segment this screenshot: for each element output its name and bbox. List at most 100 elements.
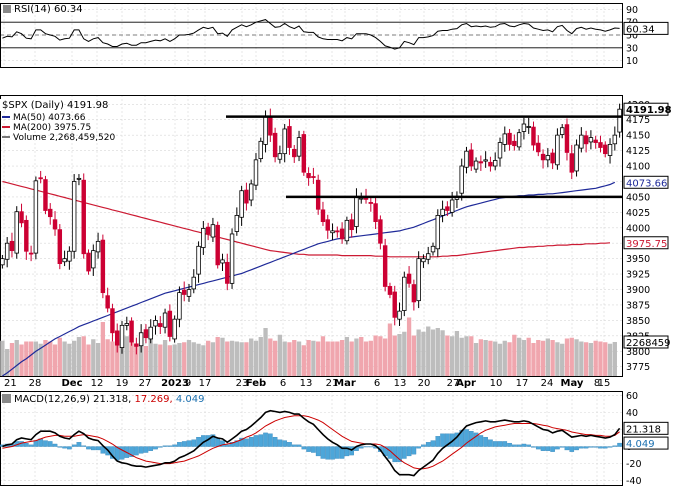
candle-body — [512, 140, 517, 147]
macd-histogram-bar — [406, 446, 412, 457]
volume-bar — [426, 326, 431, 376]
candle-body — [607, 144, 613, 156]
candle-body — [124, 323, 130, 326]
macd-histogram-bar — [52, 443, 58, 447]
volume-bar — [38, 343, 43, 376]
candle-body — [359, 197, 364, 200]
macd-hist-tag-box — [623, 436, 669, 450]
candle-body — [320, 209, 326, 223]
macd-histogram-bar — [268, 433, 273, 447]
candle-body — [287, 126, 292, 148]
macd-histogram-bar — [421, 444, 426, 447]
candle-body — [296, 137, 302, 157]
price-tick-label: 4150 — [626, 131, 650, 142]
candle-body — [559, 127, 565, 135]
candle-body — [248, 183, 254, 201]
macd-histogram-bar — [263, 432, 268, 447]
date-tick-label: 20 — [418, 378, 431, 389]
candle-body — [349, 219, 354, 231]
candle-body — [71, 181, 77, 252]
volume-bar — [383, 338, 388, 376]
last-price-tag: 4191.98 — [626, 105, 672, 116]
date-tick-label: 6 — [374, 378, 380, 389]
volume-bar — [493, 341, 498, 376]
candle-body — [253, 159, 259, 186]
macd-histogram-bar — [335, 446, 340, 459]
volume-bar — [445, 335, 450, 376]
volume-bar — [62, 341, 67, 376]
macd-histogram-bar — [468, 431, 474, 447]
date-tick-label: 9 — [185, 378, 191, 389]
date-tick-label: 28 — [29, 378, 42, 389]
date-tick-label: 10 — [490, 378, 503, 389]
candle-body — [272, 132, 278, 158]
volume-bar — [569, 337, 574, 376]
candle-body — [373, 203, 378, 223]
candle-body — [263, 116, 268, 145]
candle-body — [387, 286, 393, 295]
rsi-tick-label: 30 — [626, 43, 638, 54]
candle-body — [497, 142, 503, 159]
macd-histogram-bar — [540, 446, 546, 451]
price-legend-entry: Volume 2,268,459,520 — [13, 133, 115, 143]
macd-histogram-bar — [229, 442, 235, 447]
macd-histogram-bar — [555, 446, 560, 450]
candle-body — [526, 126, 531, 128]
rsi-legend-swatch — [3, 5, 11, 13]
volume-bar — [612, 341, 617, 376]
macd-histogram-bar — [138, 446, 144, 454]
volume-bar — [488, 340, 493, 376]
volume-bar — [263, 328, 268, 376]
macd-histogram-bar — [162, 445, 168, 447]
ma200-tag: 3975.75 — [626, 239, 667, 250]
candle-body — [244, 189, 249, 204]
volume-bar — [201, 345, 206, 376]
candle-body — [335, 230, 340, 233]
macd-histogram-bar — [134, 446, 139, 456]
volume-bar — [100, 322, 106, 376]
volume-bar — [138, 340, 144, 376]
volume-bar — [205, 340, 211, 376]
date-tick-label: Apr — [456, 378, 476, 389]
volume-bar — [536, 340, 541, 376]
candle-body — [229, 233, 235, 284]
date-tick-label: Dec — [61, 378, 82, 389]
candle-body — [239, 190, 244, 218]
macd-histogram-bar — [478, 435, 484, 447]
candle-body — [0, 258, 5, 266]
candle-body — [57, 229, 63, 264]
candle-body — [583, 135, 589, 145]
candle-body — [148, 326, 153, 340]
candle-body — [382, 245, 388, 287]
candle-body — [440, 208, 445, 216]
candle-body — [67, 250, 72, 262]
volume-bar — [579, 341, 584, 376]
macd-histogram-bar — [33, 440, 39, 447]
volume-bar — [540, 340, 546, 376]
volume-bar — [349, 341, 354, 376]
candle-body — [397, 310, 402, 320]
macd-histogram-bar — [435, 436, 441, 447]
macd-histogram-bar — [507, 442, 512, 447]
macd-histogram-bar — [153, 446, 158, 450]
candle-body — [402, 276, 407, 311]
macd-histogram-bar — [516, 444, 522, 447]
date-tick-label: 12 — [91, 378, 104, 389]
price-tick-label: 4025 — [626, 208, 650, 219]
macd-histogram-bar — [602, 446, 608, 449]
volume-bar — [387, 323, 393, 376]
candle-body — [564, 124, 570, 153]
volume-bar — [316, 341, 321, 376]
date-tick-label: 13 — [394, 378, 407, 389]
macd-histogram-bar — [177, 442, 182, 447]
price-tick-label: 4100 — [626, 162, 650, 173]
candle-body — [378, 219, 383, 244]
macd-histogram-bar — [143, 446, 149, 453]
volume-bar — [402, 331, 407, 376]
macd-histogram-bar — [344, 446, 350, 457]
macd-histogram-bar — [320, 446, 326, 459]
rsi-panel-frame — [0, 3, 623, 68]
candle-body — [464, 150, 469, 168]
candle-body — [277, 153, 283, 160]
date-tick-label: 23 — [236, 378, 249, 389]
